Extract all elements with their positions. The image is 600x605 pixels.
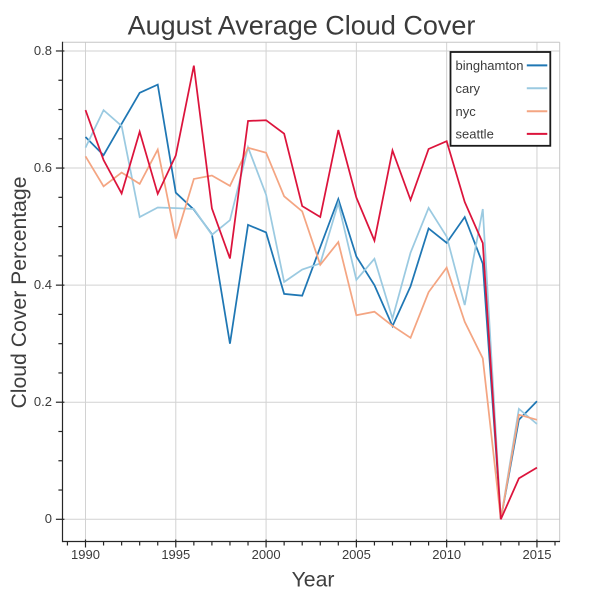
svg-text:August Average Cloud Cover: August Average Cloud Cover <box>128 10 476 40</box>
svg-text:0.8: 0.8 <box>34 43 52 58</box>
svg-text:2010: 2010 <box>432 547 461 562</box>
svg-text:Cloud Cover Percentage: Cloud Cover Percentage <box>8 176 31 408</box>
svg-text:binghamton: binghamton <box>456 58 524 73</box>
svg-text:nyc: nyc <box>456 104 477 119</box>
svg-text:2015: 2015 <box>523 547 552 562</box>
svg-text:0.2: 0.2 <box>34 394 52 409</box>
svg-text:cary: cary <box>456 81 481 96</box>
svg-text:2005: 2005 <box>342 547 371 562</box>
svg-text:0.4: 0.4 <box>34 277 52 292</box>
svg-text:1990: 1990 <box>71 547 100 562</box>
svg-text:Year: Year <box>292 569 335 592</box>
svg-text:0.6: 0.6 <box>34 160 52 175</box>
svg-text:0: 0 <box>45 511 52 526</box>
svg-text:1995: 1995 <box>161 547 190 562</box>
svg-text:2000: 2000 <box>252 547 281 562</box>
svg-text:seattle: seattle <box>456 127 494 142</box>
